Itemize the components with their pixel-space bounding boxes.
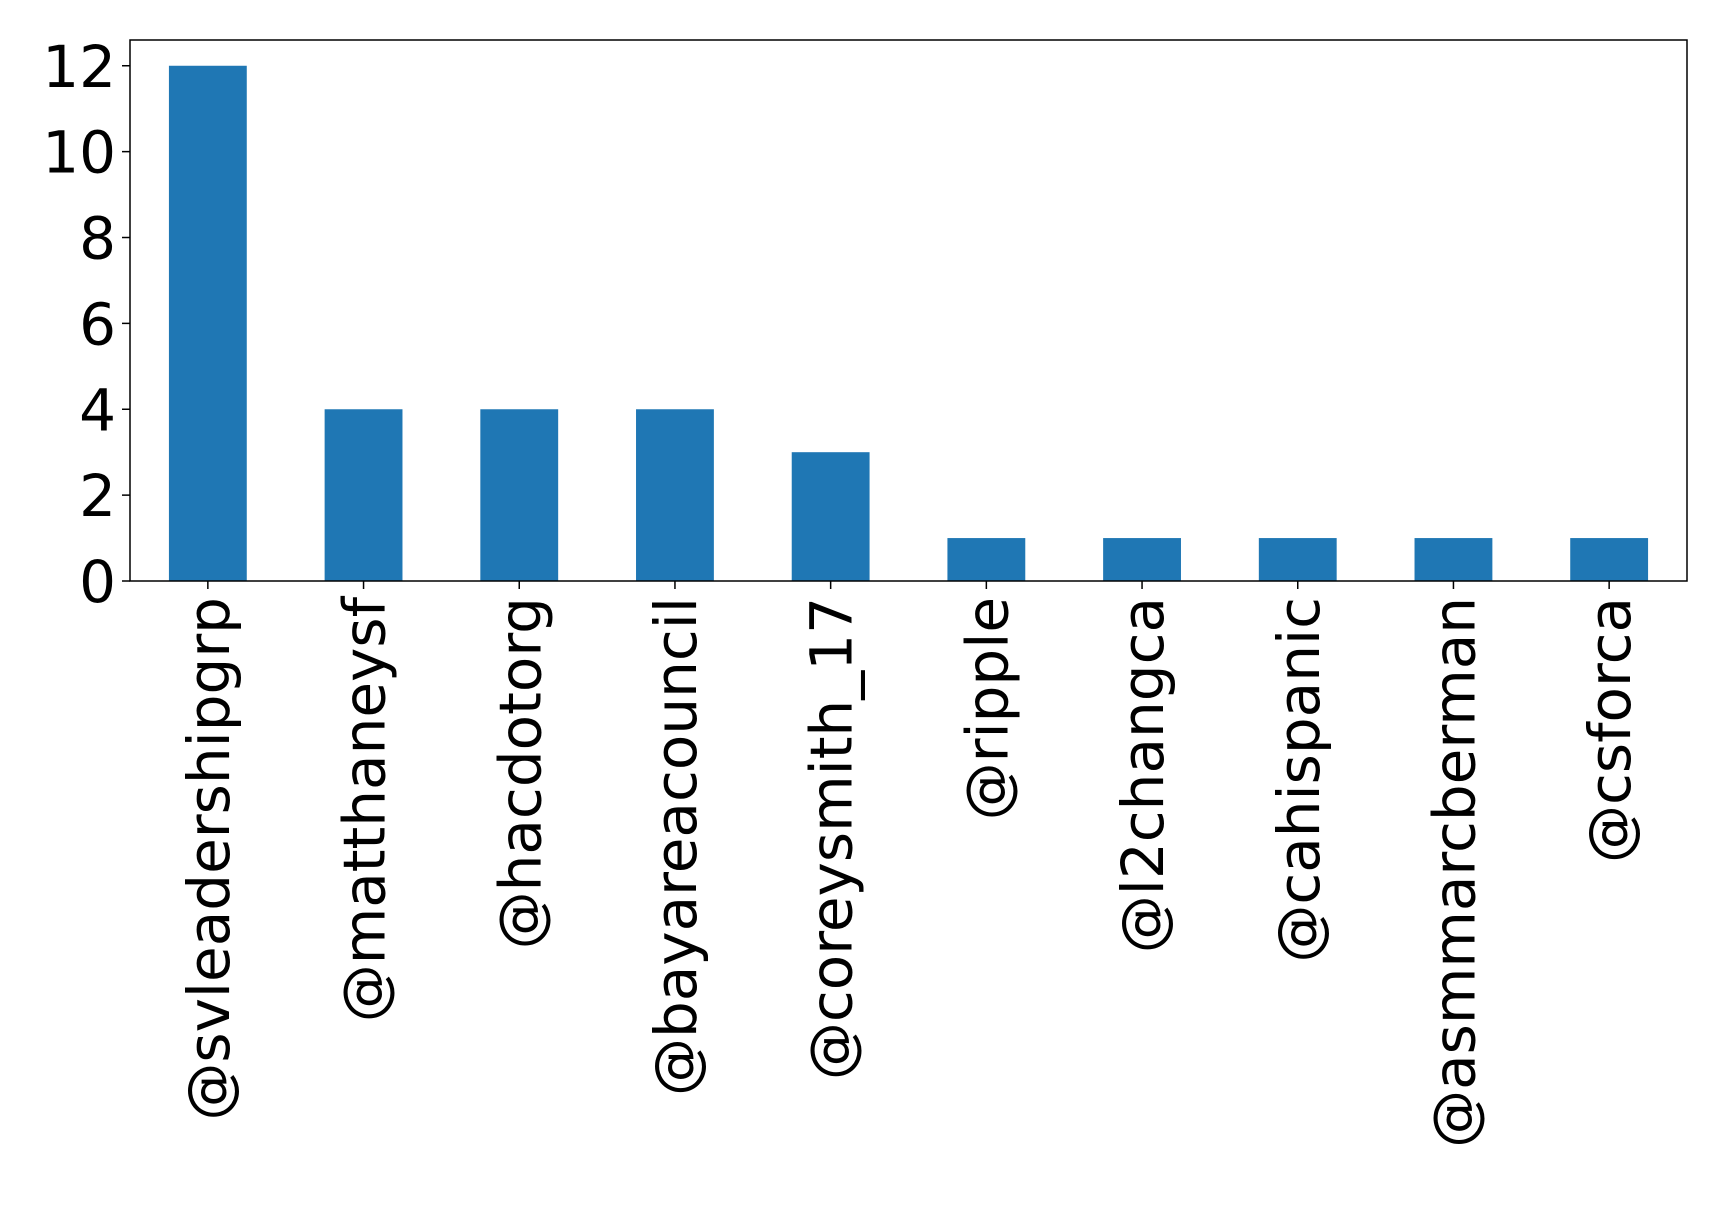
y-tick-label: 12 [42, 33, 116, 101]
x-tick-label: @hacdotorg [486, 597, 554, 949]
bar [1258, 538, 1337, 581]
bar [324, 409, 403, 581]
bar [791, 452, 870, 581]
bar [1103, 538, 1181, 581]
y-tick-label: 8 [79, 205, 116, 273]
bar [947, 538, 1026, 581]
bar [1414, 538, 1493, 581]
y-tick-label: 2 [79, 462, 116, 530]
x-tick-label: @csforca [1576, 597, 1644, 863]
y-tick-label: 10 [42, 119, 116, 187]
x-tick-label: @coreysmith_17 [798, 597, 866, 1080]
bar [636, 409, 714, 581]
y-tick-label: 4 [79, 376, 116, 444]
y-tick-label: 0 [79, 548, 116, 616]
bar [480, 409, 559, 581]
x-tick-label: @asmmarcberman [1420, 597, 1488, 1148]
bar [168, 65, 247, 581]
x-tick-label: @ripple [953, 597, 1021, 820]
y-tick-label: 6 [79, 290, 116, 358]
x-tick-label: @cahispanic [1265, 597, 1333, 963]
x-tick-label: @svleadershipgrp [175, 597, 243, 1121]
plot-frame [129, 39, 1688, 582]
bar [1570, 538, 1649, 581]
x-tick-label: @matthaneysf [331, 595, 399, 1022]
x-tick-label: @bayareacouncil [642, 597, 710, 1096]
x-tick-label: @l2changca [1109, 597, 1177, 953]
